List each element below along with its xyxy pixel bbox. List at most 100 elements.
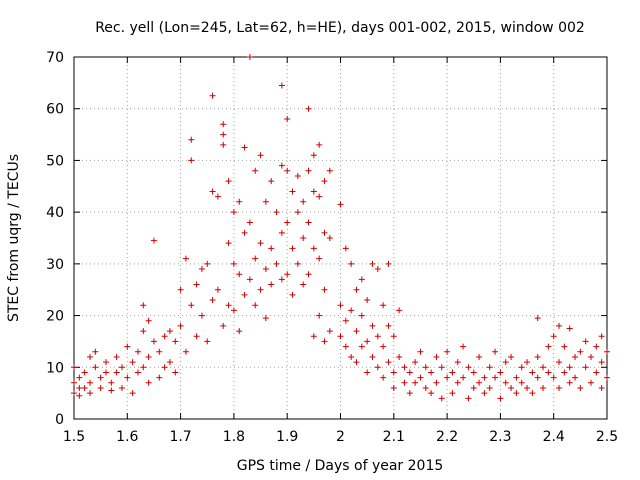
data-point	[150, 237, 157, 244]
data-point	[518, 379, 525, 386]
data-point	[166, 359, 173, 366]
data-point	[246, 219, 253, 226]
data-point	[380, 343, 387, 350]
data-point	[550, 333, 557, 340]
y-tick-label: 70	[46, 50, 64, 66]
data-point	[241, 144, 248, 151]
data-point	[278, 229, 285, 236]
data-point	[396, 307, 403, 314]
data-point	[236, 328, 243, 335]
data-point	[310, 333, 317, 340]
data-point	[140, 364, 147, 371]
data-point	[369, 322, 376, 329]
data-point	[390, 369, 397, 376]
data-point	[577, 348, 584, 355]
y-tick-label: 50	[46, 153, 64, 169]
data-point	[268, 245, 275, 252]
data-point	[220, 322, 227, 329]
data-point	[273, 209, 280, 216]
data-point	[417, 348, 424, 355]
x-tick-label: 2.5	[596, 429, 618, 445]
x-tick-label: 1.5	[63, 429, 85, 445]
data-point	[497, 369, 504, 376]
data-point	[598, 333, 605, 340]
data-point	[177, 286, 184, 293]
data-point	[134, 369, 141, 376]
data-point	[417, 374, 424, 381]
data-point	[550, 374, 557, 381]
data-point	[278, 162, 285, 169]
x-tick-label: 1.9	[276, 429, 298, 445]
data-point	[577, 384, 584, 391]
data-point	[252, 302, 259, 309]
data-point	[524, 359, 531, 366]
data-point	[310, 152, 317, 159]
data-point	[337, 201, 344, 208]
data-point	[294, 209, 301, 216]
data-point	[113, 353, 120, 360]
data-point	[342, 317, 349, 324]
data-point	[374, 266, 381, 273]
data-point	[209, 297, 216, 304]
data-point	[412, 379, 419, 386]
data-point	[273, 260, 280, 267]
data-point	[545, 369, 552, 376]
x-axis-ticks: 1.5 1.6 1.7 1.8 1.9 2 2.1 2.2 2.3 2.4 2.5	[63, 57, 618, 445]
data-point	[545, 343, 552, 350]
data-point	[129, 390, 136, 397]
data-point	[316, 193, 323, 200]
data-point	[289, 291, 296, 298]
data-point	[486, 384, 493, 391]
data-point	[385, 322, 392, 329]
data-point	[220, 141, 227, 148]
data-point	[257, 152, 264, 159]
data-point	[524, 384, 531, 391]
data-point	[561, 369, 568, 376]
data-point	[289, 188, 296, 195]
data-point	[92, 364, 99, 371]
data-point	[444, 348, 451, 355]
data-point	[252, 167, 259, 174]
data-point	[396, 353, 403, 360]
data-point	[348, 353, 355, 360]
data-point	[220, 131, 227, 138]
data-point	[438, 395, 445, 402]
data-point	[556, 359, 563, 366]
data-point	[369, 260, 376, 267]
y-tick-label: 20	[46, 309, 64, 325]
data-point	[102, 359, 109, 366]
data-point	[86, 353, 93, 360]
data-point	[252, 255, 259, 262]
data-point	[364, 338, 371, 345]
data-point	[278, 82, 285, 89]
data-point	[433, 379, 440, 386]
data-point	[321, 229, 328, 236]
data-point	[140, 328, 147, 335]
data-point	[289, 245, 296, 252]
data-point	[492, 348, 499, 355]
data-point	[108, 387, 115, 394]
data-point	[305, 271, 312, 278]
y-tick-label: 60	[46, 102, 64, 118]
data-point	[604, 348, 610, 355]
data-point	[156, 374, 163, 381]
data-point	[102, 369, 109, 376]
data-point	[460, 343, 467, 350]
data-point	[454, 359, 461, 366]
data-point	[236, 198, 243, 205]
data-point	[284, 116, 291, 123]
data-point	[113, 369, 120, 376]
data-point	[230, 209, 237, 216]
data-point	[310, 245, 317, 252]
data-point	[284, 219, 291, 226]
data-point	[358, 312, 365, 319]
data-point	[166, 328, 173, 335]
data-point	[214, 286, 221, 293]
data-point	[444, 374, 451, 381]
x-tick-label: 1.7	[169, 429, 191, 445]
data-point	[390, 384, 397, 391]
data-point	[118, 384, 125, 391]
data-point	[449, 369, 456, 376]
data-point	[422, 364, 429, 371]
data-points	[71, 54, 610, 402]
